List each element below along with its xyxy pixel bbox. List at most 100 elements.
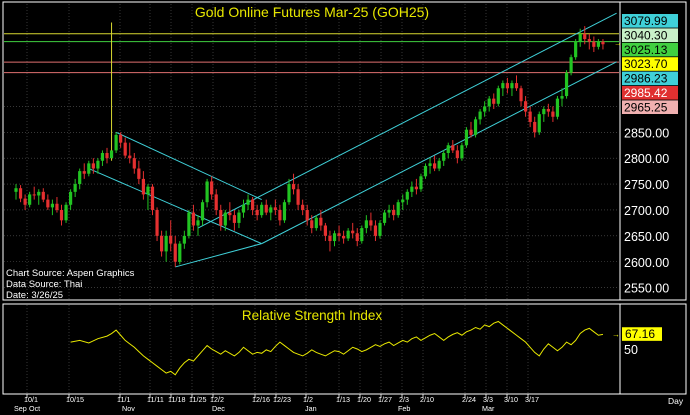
channel-line-down-lower: [88, 168, 262, 245]
candle-body: [433, 163, 437, 169]
candle-body: [241, 204, 246, 213]
candle: [405, 189, 409, 205]
candle: [37, 189, 41, 205]
candle: [32, 186, 36, 200]
candle-body: [28, 194, 32, 205]
candle: [592, 36, 596, 53]
candle-body: [264, 204, 268, 213]
candle: [446, 142, 450, 159]
candle: [164, 230, 168, 262]
candle-body: [592, 41, 596, 47]
candle: [150, 184, 155, 216]
x-tick-label: 10/15: [66, 395, 84, 404]
candle-body: [483, 106, 487, 112]
price-badge-label: 3040.30: [624, 28, 668, 42]
candle: [146, 184, 150, 210]
candle: [109, 22, 114, 161]
candle: [50, 199, 54, 216]
price-panel: → 2550.00 2600.00 2650.00 2700.00 2750.00 280…: [2, 1, 687, 301]
rsi-title: Relative Strength Index: [242, 308, 383, 323]
candle-body: [392, 209, 396, 216]
price-tick-label: 2850.00: [624, 126, 669, 140]
price-tick-label: 2550.00: [624, 282, 669, 296]
price-badges: 3079.993040.303025.133023.702986.232985.…: [622, 14, 678, 114]
candle-body: [269, 207, 273, 213]
candle-body: [69, 191, 73, 205]
candle-body: [205, 181, 209, 203]
candle-body: [255, 209, 259, 216]
candle: [392, 204, 396, 221]
candle-body: [528, 111, 532, 122]
candle-body: [273, 207, 277, 210]
candle-body: [323, 225, 327, 236]
price-badge-label: 3025.13: [624, 43, 668, 57]
candle-body: [132, 158, 136, 169]
source-line-3: Date: 3/26/25: [6, 290, 63, 301]
candle: [228, 202, 232, 221]
price-tick-label: 2750.00: [624, 178, 669, 192]
candle-body: [87, 163, 91, 174]
x-month-label: Mar: [482, 404, 495, 413]
candle: [442, 150, 446, 166]
candle-body: [328, 235, 332, 242]
candle-body: [109, 150, 114, 159]
candle: [574, 39, 578, 60]
candle-body: [410, 186, 414, 192]
price-badge: 2985.42: [622, 86, 678, 100]
candle: [296, 184, 300, 210]
candle-body: [178, 243, 182, 262]
candle: [246, 194, 250, 210]
candle-body: [428, 163, 432, 166]
x-tick-label: 2/24: [462, 395, 476, 404]
candle-body: [301, 204, 305, 210]
x-tick-label: 12/2: [210, 395, 224, 404]
candle: [178, 241, 182, 265]
candle-body: [524, 101, 528, 112]
candle-body: [360, 228, 364, 242]
candle-body: [282, 202, 287, 221]
candle-body: [251, 199, 255, 210]
candle-body: [50, 203, 54, 208]
rsi-badge-label: 67.16: [625, 327, 655, 341]
price-tick-label: 2800.00: [624, 152, 669, 166]
candle-body: [191, 212, 196, 226]
candle: [105, 147, 109, 164]
price-reference-lines: [4, 33, 619, 74]
candle-body: [260, 204, 264, 216]
candle-body: [473, 119, 478, 135]
candle: [337, 225, 341, 242]
candle-body: [337, 233, 341, 236]
price-badge-label: 2985.42: [624, 86, 668, 100]
candle: [542, 106, 546, 122]
x-tick-label: 3/3: [483, 395, 493, 404]
candle: [255, 204, 259, 221]
candle: [578, 28, 582, 47]
candle-body: [41, 191, 45, 200]
candle-body: [355, 233, 359, 242]
candle-body: [310, 220, 314, 229]
candle-body: [469, 129, 473, 135]
candle-body: [346, 230, 350, 239]
candle-body: [18, 188, 23, 199]
rsi-line: [70, 320, 604, 376]
x-tick-label: 12/23: [273, 395, 291, 404]
candle: [433, 155, 437, 172]
candle-body: [369, 220, 373, 226]
candle: [82, 163, 86, 179]
source-line-1: Chart Source: Aspen Graphics: [6, 268, 135, 279]
candle: [428, 158, 432, 174]
candle: [587, 33, 591, 50]
candle: [114, 132, 118, 153]
candle-body: [59, 209, 64, 221]
candle: [123, 137, 127, 159]
candle-body: [146, 186, 150, 195]
price-panel-frame: [2, 1, 687, 301]
candle-body: [546, 108, 550, 112]
x-month-label: Dec: [212, 404, 225, 413]
candle: [260, 202, 264, 218]
x-month-label: Jan: [305, 404, 317, 413]
candle-body: [91, 163, 95, 169]
candle-body: [278, 209, 282, 221]
price-badge-bg: [622, 42, 678, 57]
price-badge: 2986.23: [622, 71, 678, 86]
